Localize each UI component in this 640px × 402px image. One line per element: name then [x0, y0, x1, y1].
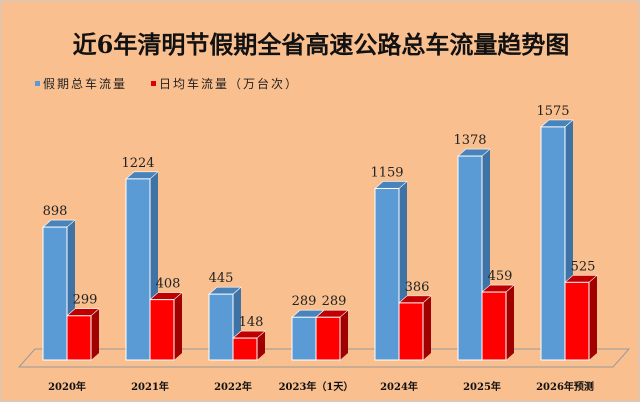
bar [481, 291, 507, 361]
bar [398, 302, 424, 361]
bar-side [423, 295, 431, 360]
data-label: 1159 [370, 165, 403, 180]
legend-swatch-red [151, 81, 156, 86]
x-tick-label: 2021年 [131, 380, 169, 393]
bar [149, 299, 175, 361]
bar [125, 178, 151, 361]
bar [564, 281, 590, 361]
data-label: 1575 [536, 104, 569, 119]
bar-side [340, 310, 348, 360]
bar [291, 316, 317, 361]
bar [42, 226, 68, 361]
legend-label: 假期总车流量 [43, 77, 128, 91]
bar [540, 126, 566, 361]
x-tick-label: 2026年预测 [536, 380, 594, 393]
data-label: 289 [322, 294, 347, 309]
bar-side [589, 275, 597, 360]
bar-side [257, 331, 265, 360]
bar-side [91, 308, 99, 360]
legend-item-total: 假期总车流量 [35, 75, 127, 92]
legend-label: 日均车流量（万台次） [159, 77, 300, 91]
x-tick-label: 2023年（1天） [279, 380, 354, 393]
data-label: 1224 [121, 156, 154, 171]
x-tick-label: 2024年 [380, 380, 418, 393]
legend-item-daily: 日均车流量（万台次） [151, 75, 299, 92]
bar [457, 155, 483, 361]
bar [374, 187, 400, 361]
data-label: 408 [156, 277, 181, 292]
data-label: 299 [73, 293, 98, 308]
x-tick-label: 2022年 [214, 380, 252, 393]
bar-side [174, 292, 182, 360]
chart-title: 近6年清明节假期全省高速公路总车流量趋势图 [72, 30, 570, 59]
x-tick-label: 2025年 [463, 380, 501, 393]
data-label: 898 [43, 204, 68, 219]
bar [66, 315, 92, 361]
data-label: 445 [209, 271, 234, 286]
legend-swatch-blue [35, 81, 40, 86]
data-label: 386 [405, 280, 430, 295]
data-label: 289 [292, 294, 317, 309]
bar [208, 293, 234, 361]
data-label: 148 [239, 315, 264, 330]
bar-side [506, 285, 514, 360]
x-tick-label: 2020年 [48, 380, 86, 393]
data-label: 525 [571, 259, 596, 274]
data-label: 1378 [453, 133, 486, 148]
bar [315, 316, 341, 361]
bar [232, 337, 258, 361]
data-label: 459 [488, 269, 513, 284]
